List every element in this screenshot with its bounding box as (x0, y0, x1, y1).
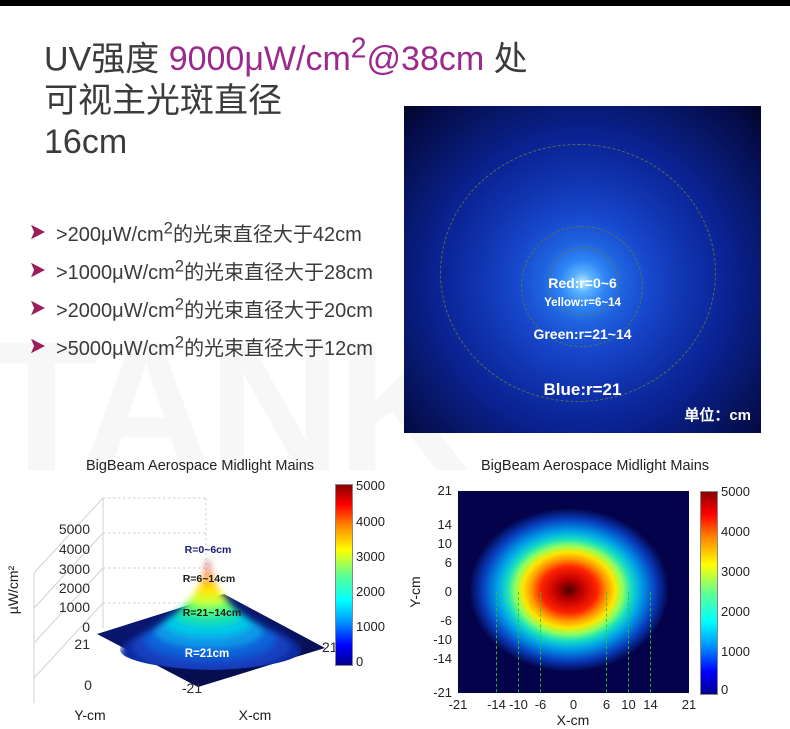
svg-text:X-cm: X-cm (239, 707, 272, 723)
svg-text:R=6~14cm: R=6~14cm (183, 573, 236, 585)
svg-text:0: 0 (82, 619, 90, 635)
svg-text:-6: -6 (535, 697, 547, 712)
svg-text:-14: -14 (487, 697, 506, 712)
svg-text:1000: 1000 (59, 599, 90, 615)
svg-text:-6: -6 (440, 613, 452, 628)
svg-text:14: 14 (643, 697, 657, 712)
svg-text:3000: 3000 (59, 561, 90, 577)
svg-text:21: 21 (438, 483, 452, 498)
svg-text:R=21cm: R=21cm (185, 648, 229, 660)
svg-text:2000: 2000 (59, 580, 90, 596)
svg-text:0: 0 (570, 697, 577, 712)
svg-text:-14: -14 (433, 651, 452, 666)
svg-text:R=0~6cm: R=0~6cm (185, 544, 232, 556)
svg-text:-10: -10 (433, 632, 452, 647)
svg-text:4000: 4000 (59, 541, 90, 557)
svg-text:0: 0 (445, 584, 452, 599)
svg-text:-10: -10 (509, 697, 528, 712)
svg-text:µW/cm²: µW/cm² (5, 565, 21, 614)
svg-text:0: 0 (84, 677, 92, 693)
svg-text:6: 6 (445, 555, 452, 570)
svg-text:10: 10 (438, 536, 452, 551)
svg-text:R=21~14cm: R=21~14cm (183, 607, 241, 619)
svg-text:Y-cm: Y-cm (74, 707, 105, 723)
svg-text:21: 21 (74, 636, 90, 652)
svg-text:X-cm: X-cm (557, 712, 590, 728)
svg-text:6: 6 (603, 697, 610, 712)
svg-text:10: 10 (621, 697, 635, 712)
svg-text:21: 21 (682, 697, 696, 712)
svg-text:5000: 5000 (59, 521, 90, 537)
svg-text:-21: -21 (449, 697, 468, 712)
svg-text:14: 14 (438, 517, 452, 532)
svg-text:-21: -21 (182, 680, 202, 696)
svg-text:Y-cm: Y-cm (407, 576, 423, 607)
